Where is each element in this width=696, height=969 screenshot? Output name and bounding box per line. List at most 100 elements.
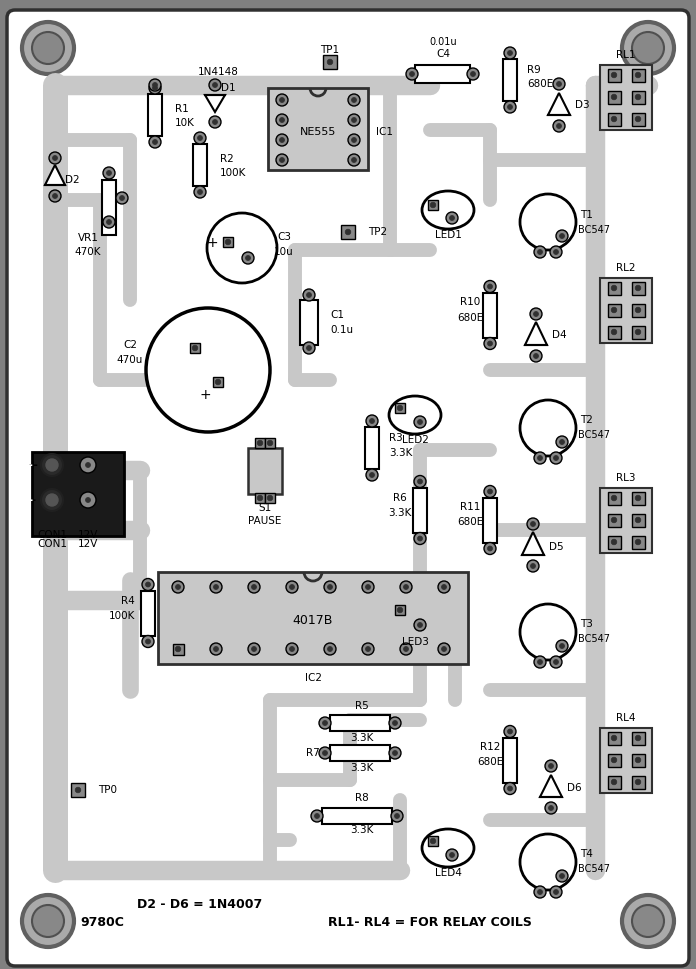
Text: 3.3K: 3.3K xyxy=(388,508,412,518)
Circle shape xyxy=(276,154,288,166)
Circle shape xyxy=(507,105,512,109)
Circle shape xyxy=(248,643,260,655)
Circle shape xyxy=(520,194,576,250)
Text: R6: R6 xyxy=(393,493,407,503)
Text: R7: R7 xyxy=(306,748,320,758)
Circle shape xyxy=(142,636,154,647)
Circle shape xyxy=(324,581,336,593)
Circle shape xyxy=(303,342,315,354)
Text: C1: C1 xyxy=(330,310,344,320)
Circle shape xyxy=(86,462,90,467)
Circle shape xyxy=(635,73,641,78)
Text: IC2: IC2 xyxy=(305,673,322,683)
Circle shape xyxy=(149,82,161,94)
Circle shape xyxy=(504,47,516,59)
Bar xyxy=(600,278,652,343)
Bar xyxy=(608,754,621,766)
Circle shape xyxy=(145,639,150,644)
Circle shape xyxy=(214,584,219,589)
Circle shape xyxy=(635,779,641,785)
Bar xyxy=(631,732,644,744)
Circle shape xyxy=(209,116,221,128)
Circle shape xyxy=(246,256,251,261)
Circle shape xyxy=(400,643,412,655)
Circle shape xyxy=(207,213,277,283)
Bar xyxy=(415,65,470,83)
Circle shape xyxy=(520,834,576,890)
Text: RL4: RL4 xyxy=(616,713,635,723)
Circle shape xyxy=(418,622,422,628)
Circle shape xyxy=(430,838,436,844)
Text: TP1: TP1 xyxy=(320,45,340,55)
Circle shape xyxy=(414,619,426,631)
Circle shape xyxy=(52,194,58,199)
Bar xyxy=(600,488,652,553)
Circle shape xyxy=(414,476,426,487)
Ellipse shape xyxy=(422,191,474,229)
Bar xyxy=(631,303,644,317)
Circle shape xyxy=(49,190,61,202)
Circle shape xyxy=(210,643,222,655)
Circle shape xyxy=(32,905,64,937)
Circle shape xyxy=(400,581,412,593)
Circle shape xyxy=(418,420,422,424)
Text: 3.3K: 3.3K xyxy=(350,733,374,743)
Text: D4: D4 xyxy=(552,330,567,340)
Circle shape xyxy=(210,581,222,593)
Bar xyxy=(608,536,621,548)
Bar xyxy=(141,590,155,636)
Circle shape xyxy=(553,890,558,894)
Circle shape xyxy=(322,751,328,756)
Circle shape xyxy=(328,646,333,651)
Circle shape xyxy=(484,543,496,554)
Bar xyxy=(608,732,621,744)
Bar xyxy=(255,438,265,448)
Text: R12: R12 xyxy=(480,742,500,752)
Circle shape xyxy=(146,308,270,432)
Bar xyxy=(608,303,621,317)
Circle shape xyxy=(351,117,356,122)
Bar xyxy=(631,112,644,126)
Circle shape xyxy=(280,158,285,163)
Circle shape xyxy=(267,440,273,446)
Polygon shape xyxy=(522,532,544,555)
Bar xyxy=(395,403,405,413)
Bar xyxy=(631,90,644,104)
Bar xyxy=(608,514,621,526)
Circle shape xyxy=(545,760,557,772)
Text: 9780C: 9780C xyxy=(80,916,124,928)
Text: BC547: BC547 xyxy=(578,225,610,235)
Circle shape xyxy=(534,246,546,258)
Circle shape xyxy=(611,539,617,545)
Text: 4017B: 4017B xyxy=(293,613,333,627)
Circle shape xyxy=(280,138,285,142)
Text: 100K: 100K xyxy=(220,168,246,178)
Bar xyxy=(631,536,644,548)
Bar xyxy=(631,514,644,526)
Bar xyxy=(608,775,621,789)
Circle shape xyxy=(611,517,617,523)
Bar xyxy=(32,452,124,536)
Circle shape xyxy=(553,660,558,665)
Circle shape xyxy=(537,660,542,665)
Text: 10K: 10K xyxy=(175,118,195,128)
Text: -: - xyxy=(31,493,35,507)
Circle shape xyxy=(611,735,617,740)
Circle shape xyxy=(560,234,564,238)
Circle shape xyxy=(145,582,150,587)
Circle shape xyxy=(534,452,546,464)
Circle shape xyxy=(635,735,641,740)
Text: 10u: 10u xyxy=(274,247,294,257)
Bar xyxy=(631,775,644,789)
Bar xyxy=(265,493,275,503)
Circle shape xyxy=(393,721,397,726)
Circle shape xyxy=(548,764,553,768)
Circle shape xyxy=(290,584,294,589)
Circle shape xyxy=(450,853,454,858)
Circle shape xyxy=(560,873,564,879)
Bar xyxy=(503,737,517,783)
Circle shape xyxy=(251,646,257,651)
Text: 680E: 680E xyxy=(477,757,503,767)
Circle shape xyxy=(328,584,333,589)
Circle shape xyxy=(286,643,298,655)
